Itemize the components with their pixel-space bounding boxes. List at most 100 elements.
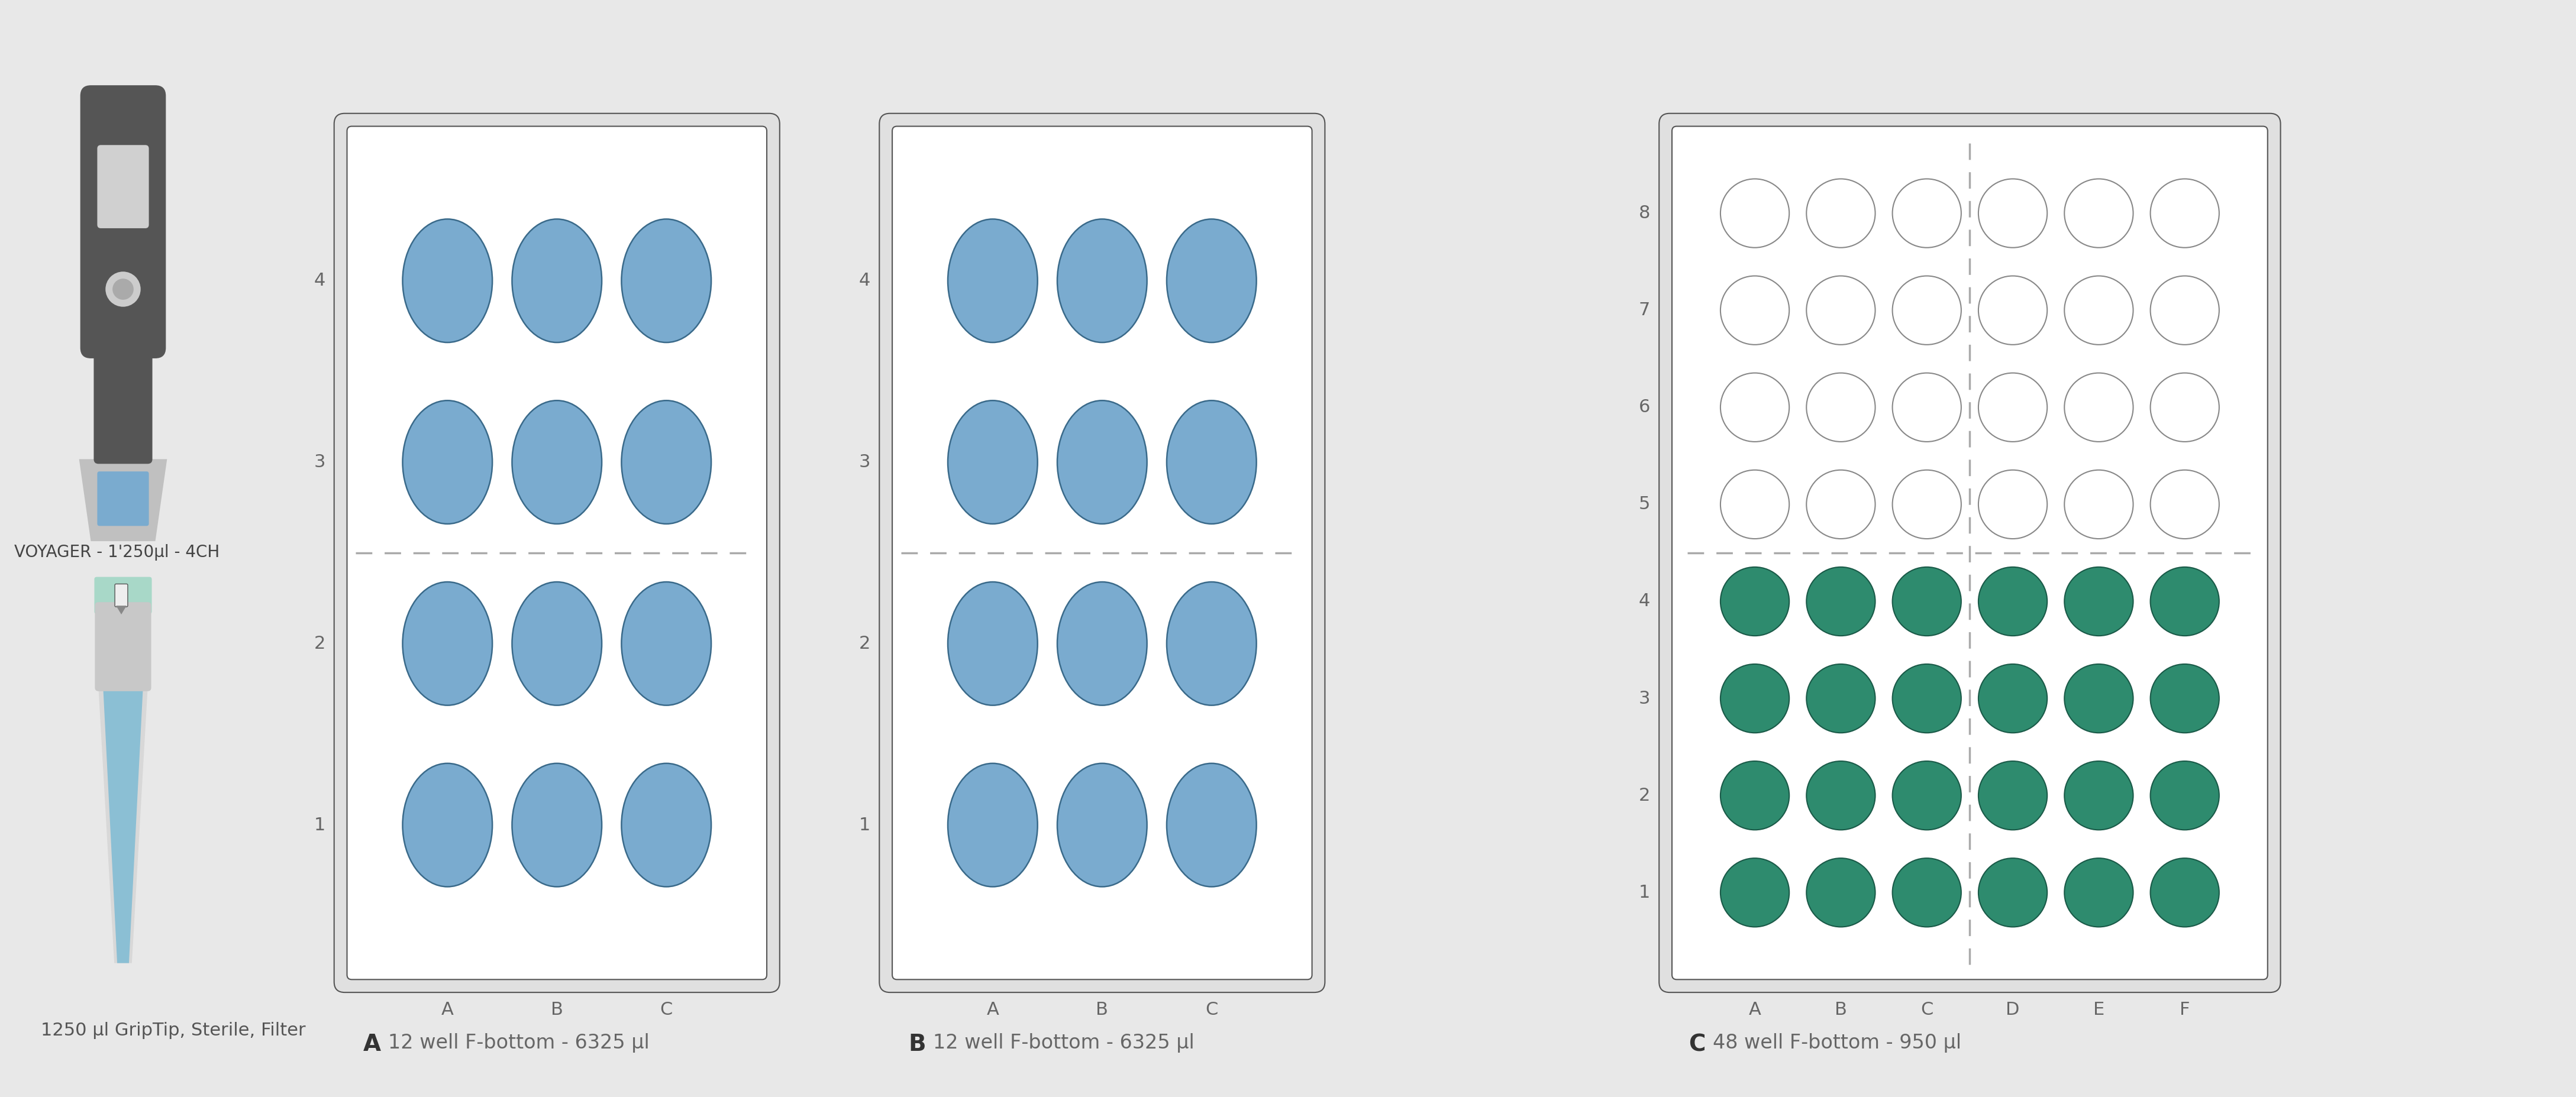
Ellipse shape xyxy=(1167,581,1257,705)
Circle shape xyxy=(1978,373,2048,442)
Text: 2: 2 xyxy=(1638,787,1651,804)
Circle shape xyxy=(2063,276,2133,344)
FancyBboxPatch shape xyxy=(348,126,768,980)
Ellipse shape xyxy=(1056,764,1146,886)
Text: 3: 3 xyxy=(858,453,871,471)
Circle shape xyxy=(1978,567,2048,636)
Circle shape xyxy=(1893,761,1960,829)
Circle shape xyxy=(1978,664,2048,733)
Text: C: C xyxy=(1206,1002,1218,1018)
Text: B: B xyxy=(1834,1002,1847,1018)
Text: 4: 4 xyxy=(314,272,325,290)
Text: 2: 2 xyxy=(858,635,871,653)
FancyBboxPatch shape xyxy=(95,602,152,691)
Text: 5: 5 xyxy=(1638,496,1651,513)
Circle shape xyxy=(1978,761,2048,829)
Circle shape xyxy=(113,279,134,299)
Circle shape xyxy=(1721,567,1790,636)
Text: A: A xyxy=(440,1002,453,1018)
FancyBboxPatch shape xyxy=(335,113,781,993)
Circle shape xyxy=(1978,470,2048,539)
Circle shape xyxy=(1721,761,1790,829)
Ellipse shape xyxy=(402,219,492,342)
Circle shape xyxy=(2063,761,2133,829)
Text: 48 well F-bottom - 950 µl: 48 well F-bottom - 950 µl xyxy=(1713,1033,1960,1053)
Text: C: C xyxy=(659,1002,672,1018)
Circle shape xyxy=(1893,664,1960,733)
Ellipse shape xyxy=(621,764,711,886)
Circle shape xyxy=(1721,664,1790,733)
Circle shape xyxy=(2151,664,2218,733)
Circle shape xyxy=(1806,276,1875,344)
FancyBboxPatch shape xyxy=(1659,113,2280,993)
Circle shape xyxy=(1721,858,1790,927)
Circle shape xyxy=(1721,276,1790,344)
Ellipse shape xyxy=(1167,400,1257,524)
Ellipse shape xyxy=(513,764,603,886)
Circle shape xyxy=(2063,373,2133,442)
Ellipse shape xyxy=(513,400,603,524)
FancyBboxPatch shape xyxy=(93,337,152,464)
Text: 1: 1 xyxy=(858,816,871,834)
Text: B: B xyxy=(909,1033,927,1056)
Text: 2: 2 xyxy=(314,635,325,653)
Circle shape xyxy=(1978,858,2048,927)
Ellipse shape xyxy=(948,764,1038,886)
Text: E: E xyxy=(2094,1002,2105,1018)
Circle shape xyxy=(2151,761,2218,829)
Circle shape xyxy=(1721,373,1790,442)
Circle shape xyxy=(1721,179,1790,248)
Circle shape xyxy=(1806,179,1875,248)
Ellipse shape xyxy=(1056,581,1146,705)
Ellipse shape xyxy=(1056,400,1146,524)
Text: A: A xyxy=(987,1002,999,1018)
Text: 6: 6 xyxy=(1638,398,1651,416)
Text: 4: 4 xyxy=(858,272,871,290)
Circle shape xyxy=(1978,179,2048,248)
Text: 3: 3 xyxy=(1638,690,1651,708)
FancyBboxPatch shape xyxy=(116,584,129,607)
Ellipse shape xyxy=(948,400,1038,524)
Text: C: C xyxy=(1687,1033,1705,1056)
Text: 12 well F-bottom - 6325 µl: 12 well F-bottom - 6325 µl xyxy=(933,1033,1195,1053)
Circle shape xyxy=(1806,567,1875,636)
Text: A: A xyxy=(363,1033,381,1056)
FancyBboxPatch shape xyxy=(878,113,1324,993)
Circle shape xyxy=(2151,858,2218,927)
Text: 4: 4 xyxy=(1638,592,1651,610)
Text: 12 well F-bottom - 6325 µl: 12 well F-bottom - 6325 µl xyxy=(389,1033,649,1053)
Circle shape xyxy=(1893,276,1960,344)
Ellipse shape xyxy=(948,219,1038,342)
Circle shape xyxy=(1806,761,1875,829)
Circle shape xyxy=(2151,567,2218,636)
Text: 3: 3 xyxy=(314,453,325,471)
FancyBboxPatch shape xyxy=(98,472,149,525)
Circle shape xyxy=(2063,179,2133,248)
Ellipse shape xyxy=(513,581,603,705)
Ellipse shape xyxy=(1167,764,1257,886)
Text: F: F xyxy=(2179,1002,2190,1018)
Circle shape xyxy=(106,272,142,307)
FancyBboxPatch shape xyxy=(98,145,149,228)
Circle shape xyxy=(2151,373,2218,442)
Circle shape xyxy=(1806,470,1875,539)
Text: D: D xyxy=(2007,1002,2020,1018)
Ellipse shape xyxy=(402,581,492,705)
FancyBboxPatch shape xyxy=(80,86,165,359)
Text: B: B xyxy=(1095,1002,1108,1018)
Circle shape xyxy=(1721,470,1790,539)
Circle shape xyxy=(1893,858,1960,927)
Circle shape xyxy=(2063,567,2133,636)
Polygon shape xyxy=(103,688,144,963)
Circle shape xyxy=(1806,373,1875,442)
Circle shape xyxy=(1893,470,1960,539)
Circle shape xyxy=(1978,276,2048,344)
Ellipse shape xyxy=(1056,219,1146,342)
Ellipse shape xyxy=(513,219,603,342)
Circle shape xyxy=(1806,664,1875,733)
FancyBboxPatch shape xyxy=(1672,126,2267,980)
FancyBboxPatch shape xyxy=(95,577,152,614)
Text: 1: 1 xyxy=(314,816,325,834)
Circle shape xyxy=(2151,276,2218,344)
Ellipse shape xyxy=(1167,219,1257,342)
